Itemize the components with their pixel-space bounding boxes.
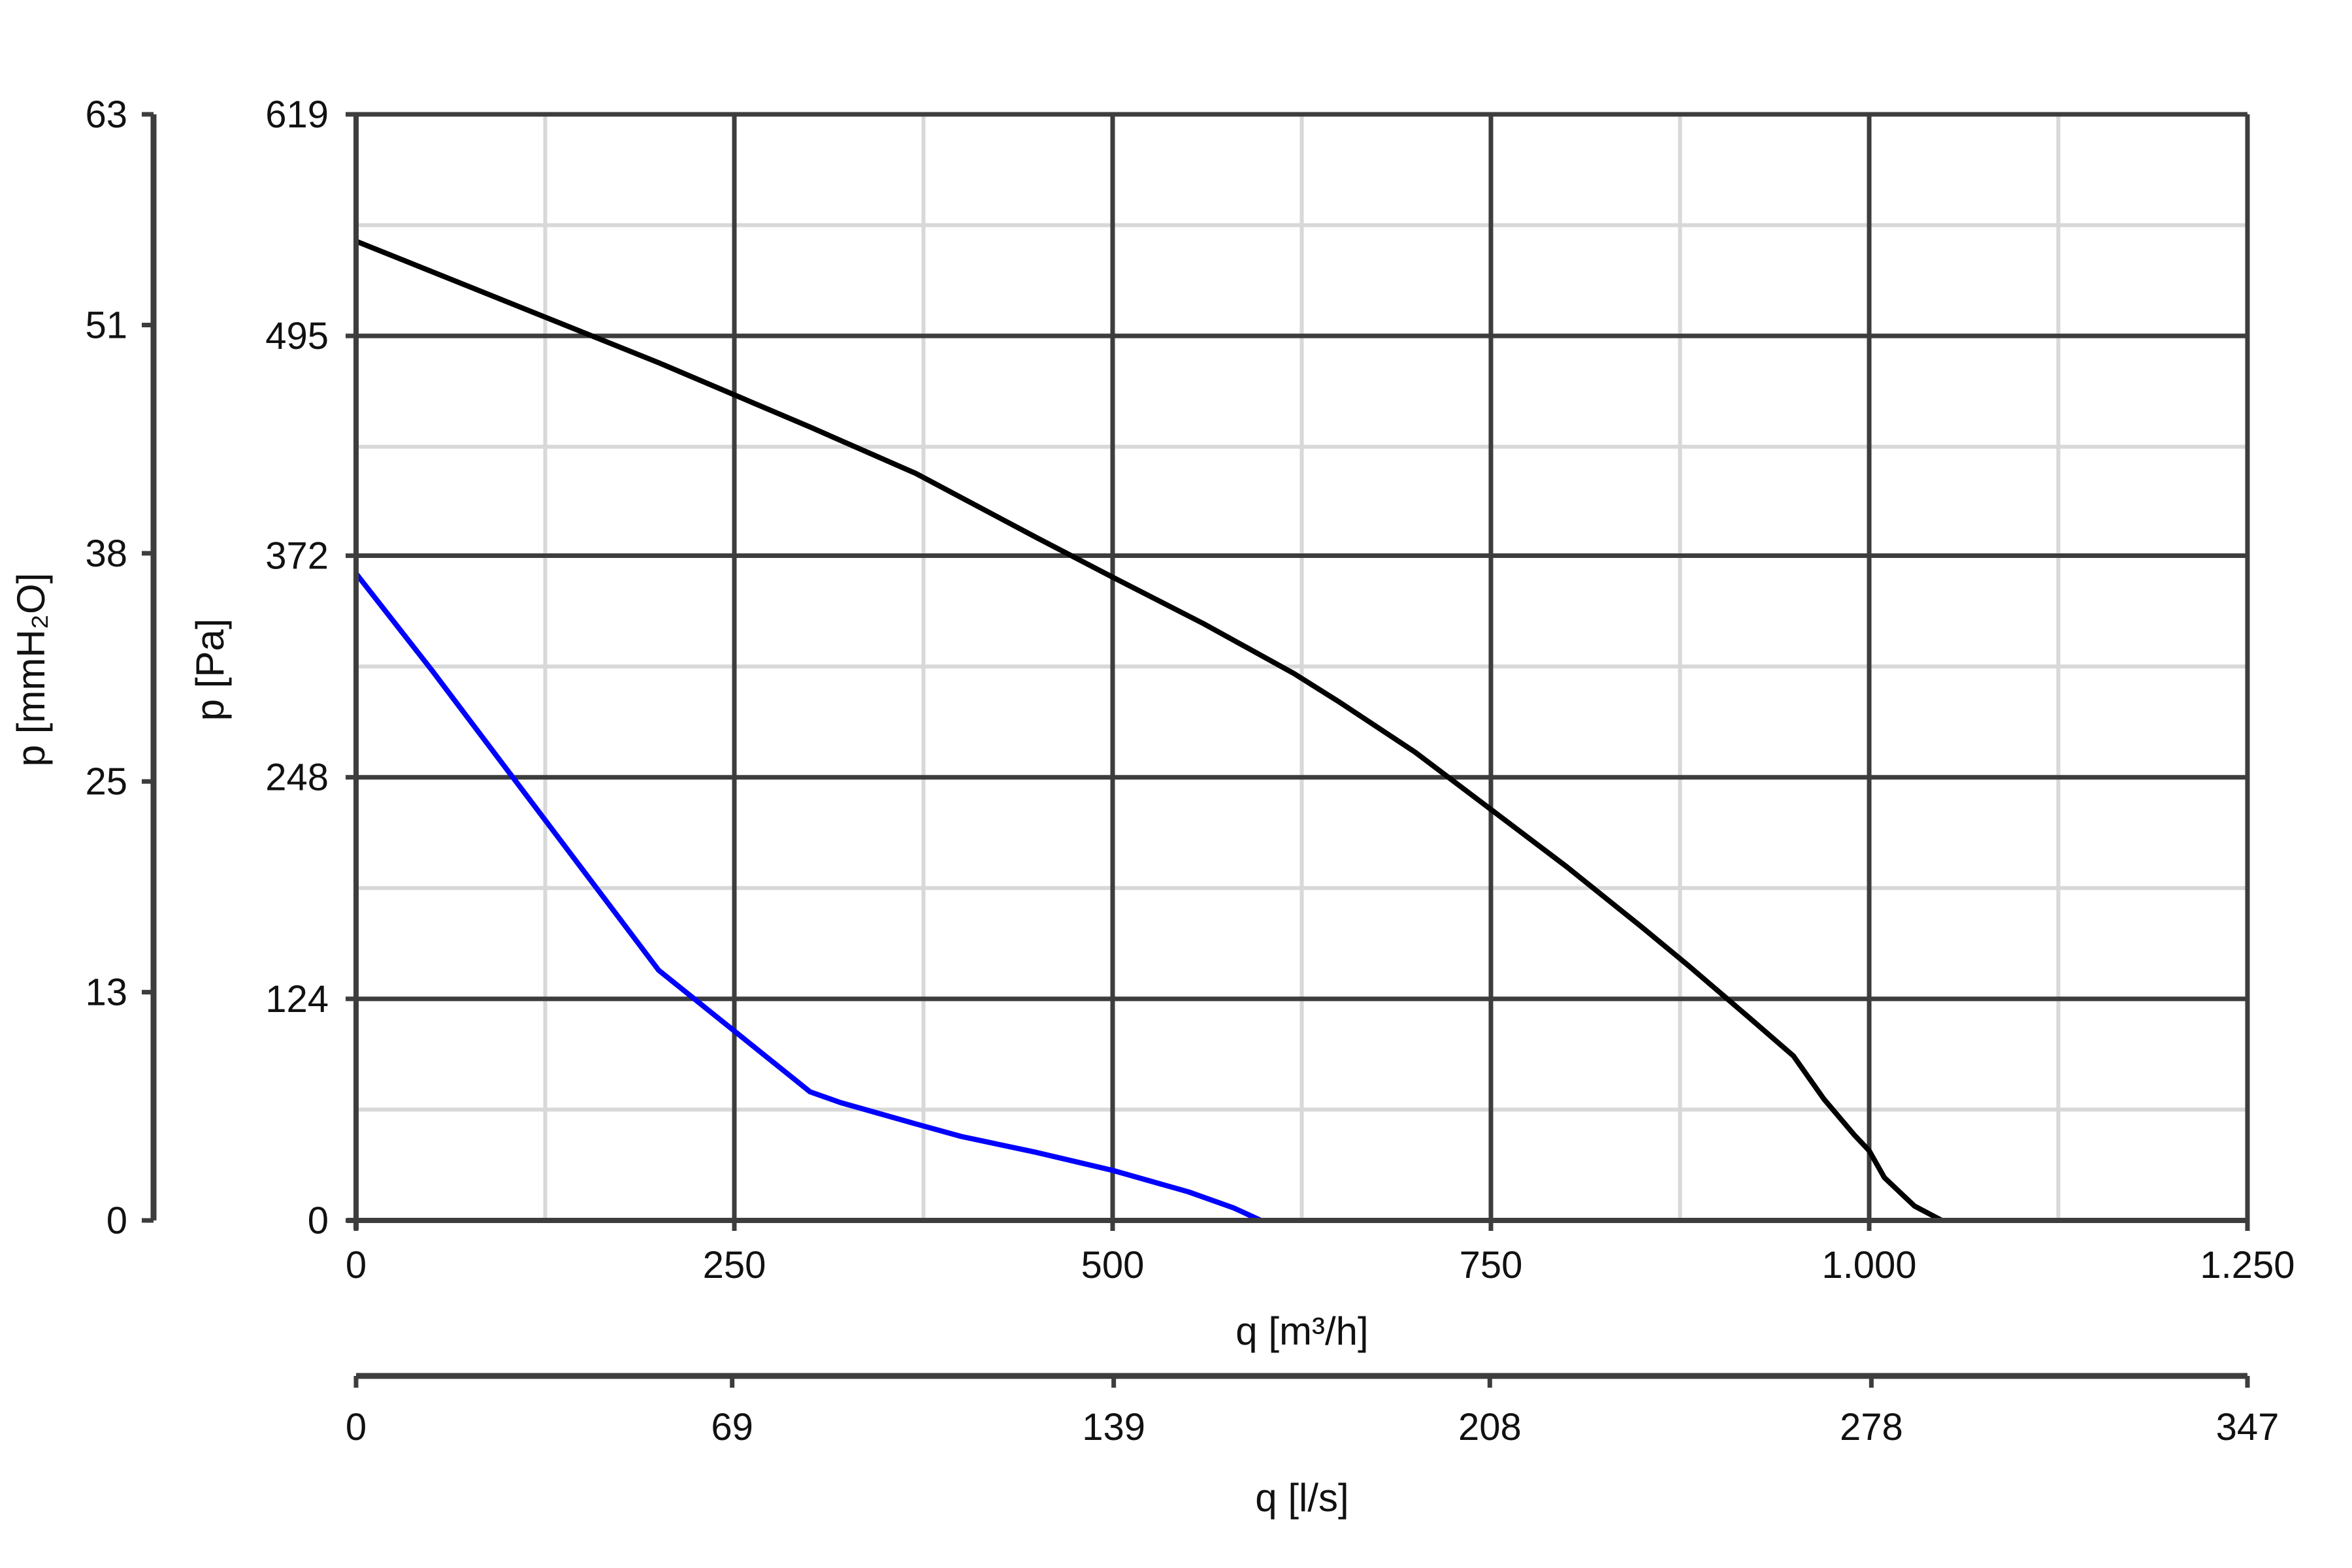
x-axis-title: q [m³/h] (1235, 1309, 1368, 1353)
y-axis-title: p [Pa] (188, 619, 232, 721)
secondary-x-tick-label: 69 (711, 1406, 753, 1448)
minor-gridlines (356, 114, 2247, 1220)
y-tick-label: 124 (265, 978, 329, 1021)
y-tick-label: 248 (265, 757, 329, 799)
y-tick-label: 0 (308, 1200, 329, 1242)
secondary-y-tick-label: 25 (85, 760, 127, 803)
secondary-y-tick-label: 0 (106, 1200, 127, 1242)
secondary-x-tick-label: 208 (1458, 1406, 1522, 1448)
y-tick-label: 372 (265, 535, 329, 578)
x-tick-label: 250 (703, 1244, 766, 1286)
x-tick-label: 1.000 (1821, 1244, 1916, 1286)
secondary-x-axis: 0 69 139 208 278 347 (346, 1373, 2279, 1448)
x-tick-label: 750 (1460, 1244, 1523, 1286)
secondary-x-tick-label: 0 (346, 1406, 367, 1448)
y-tick-label: 619 (265, 93, 329, 136)
series-line-2 (353, 570, 1264, 1223)
secondary-x-tick-label: 347 (2216, 1406, 2279, 1448)
x-tick-label: 0 (346, 1244, 367, 1286)
x-tick-label: 500 (1081, 1244, 1145, 1286)
y-axis-secondary-title: p [mmH₂O] (9, 573, 53, 767)
series-layer (353, 238, 1945, 1223)
secondary-x-tick-label: 278 (1840, 1406, 1903, 1448)
secondary-y-tick-label: 63 (85, 93, 127, 136)
secondary-y-axis: 0 13 25 38 51 63 (85, 93, 157, 1242)
secondary-y-tick-label: 38 (85, 532, 127, 575)
x-tick-labels: 0 250 500 750 1.000 1.250 (346, 1244, 2295, 1286)
x-axis-secondary-title: q [l/s] (1255, 1476, 1348, 1520)
y-tick-label: 495 (265, 315, 329, 357)
series-line-1 (353, 238, 1945, 1223)
y-tick-labels: 0 124 248 372 495 619 (265, 93, 329, 1242)
secondary-y-tick-label: 13 (85, 972, 127, 1014)
x-tick-label: 1.250 (2200, 1244, 2295, 1286)
secondary-y-tick-label: 51 (85, 304, 127, 346)
secondary-x-tick-label: 139 (1082, 1406, 1145, 1448)
plot-frame (346, 112, 2250, 1231)
